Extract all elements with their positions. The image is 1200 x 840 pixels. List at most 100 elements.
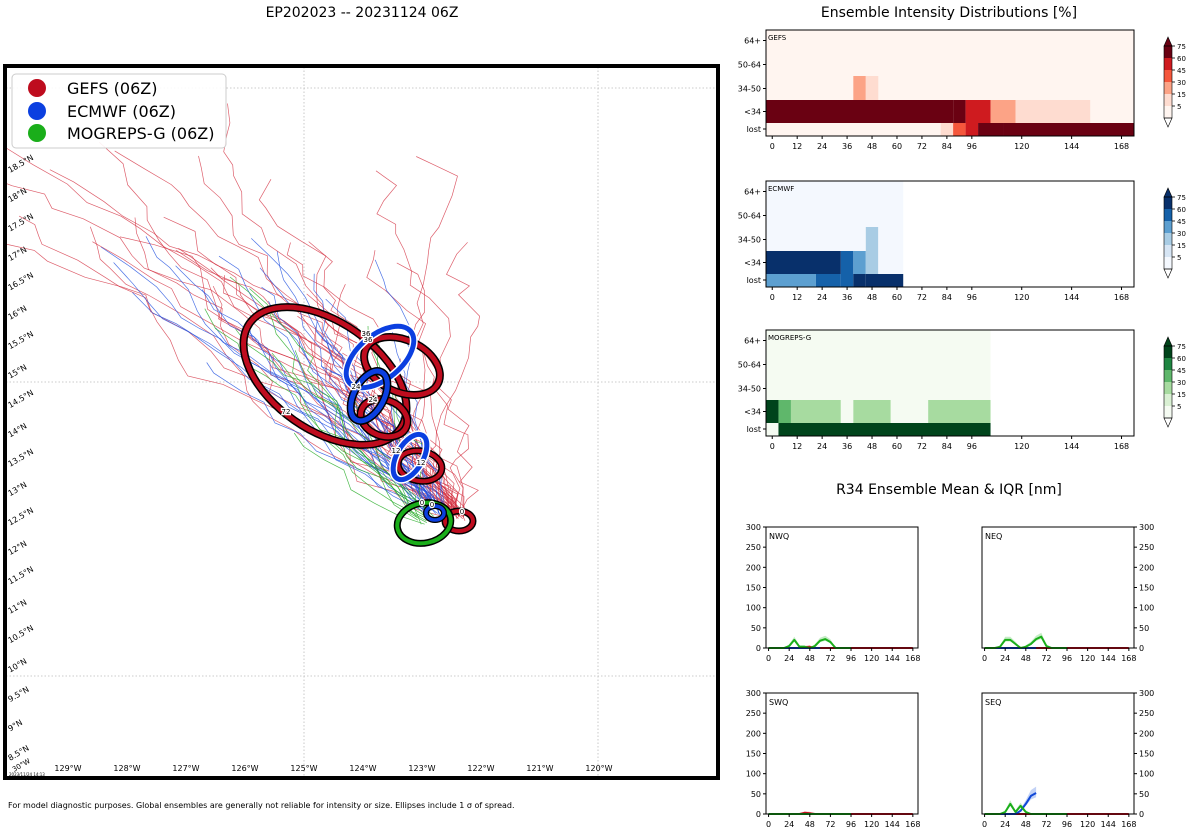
y-tick-label: 250 <box>1139 543 1154 552</box>
r34-panel-nwq[interactable]: NWQ 300 250 200 150 100 50 00 24 48 72 96 120 144 168 <box>746 523 921 663</box>
r34-panel-seq[interactable]: SEQ 300 250 200 150 100 50 0 0 24 48 72 96 120 144 168 <box>981 689 1154 829</box>
x-tick-label: 84 <box>942 142 952 151</box>
panel-frame <box>981 692 1135 815</box>
heatmap-cell <box>953 123 966 136</box>
colorbar-segment <box>1164 46 1172 58</box>
x-tick-label: 36 <box>842 142 852 151</box>
ellipse-label: 12 <box>392 447 401 455</box>
latitude-label: 9.5°N <box>7 685 31 704</box>
heatmap-cell <box>853 274 866 287</box>
colorbar-tick-label: 45 <box>1177 367 1186 375</box>
ecmwf-ellipse-12h <box>390 431 430 483</box>
x-tick-label: 120 <box>1014 142 1029 151</box>
heatmap-model-label: GEFS <box>768 34 787 42</box>
x-tick-label: 144 <box>1064 442 1079 451</box>
ellipse-label: 24 <box>352 383 361 391</box>
x-tick-label: 48 <box>867 142 877 151</box>
x-tick-label: 144 <box>1064 142 1079 151</box>
heatmap-cell <box>766 181 904 203</box>
ellipse-label: 0 <box>420 499 424 507</box>
track-map[interactable]: 72 36 36 24 24 12 12 0 0 0 GEFS (06Z) EC… <box>0 64 720 780</box>
colorbar-tick-label: 45 <box>1177 218 1186 226</box>
x-tick-label: 24 <box>817 142 827 151</box>
colorbar-segment <box>1164 233 1172 245</box>
x-tick-label: 168 <box>905 820 920 829</box>
heatmap-cell <box>778 423 991 436</box>
heatmap-cell <box>1090 100 1134 123</box>
map-legend[interactable]: GEFS (06Z) ECMWF (06Z) MOGREPS-G (06Z) <box>11 73 227 149</box>
colorbar-tick-label: 30 <box>1177 230 1186 238</box>
ellipse-label: 0 <box>430 501 434 509</box>
x-tick-label: 48 <box>805 820 815 829</box>
latitude-label: 16.5°N <box>7 271 36 293</box>
x-tick-label: 168 <box>1114 293 1129 302</box>
y-tick-label: 200 <box>746 729 761 738</box>
x-tick-label: 24 <box>1000 654 1010 663</box>
heatmap-cell <box>1003 123 1134 136</box>
colorbar-tick-label: 75 <box>1177 194 1186 202</box>
x-tick-label: 24 <box>784 820 794 829</box>
longitude-label: 123°W <box>408 764 435 773</box>
map-gridlines <box>6 67 717 777</box>
heatmap-cell <box>878 251 904 274</box>
x-tick-label: 84 <box>942 442 952 451</box>
footnote: For model diagnostic purposes. Global en… <box>8 801 515 810</box>
quadrant-label: NWQ <box>769 532 789 541</box>
track-line <box>206 362 429 513</box>
y-tick-label: <34 <box>744 259 761 268</box>
quadrant-label: SEQ <box>985 698 1001 707</box>
heatmap-cell <box>790 400 841 423</box>
ensemble-tracks <box>6 103 480 525</box>
x-tick-label: 120 <box>1014 293 1029 302</box>
x-tick-label: 168 <box>1114 142 1129 151</box>
legend-label-ecmwf: ECMWF (06Z) <box>67 102 176 121</box>
r34-panel-swq[interactable]: SWQ 300 250 200 150 100 50 00 24 48 72 96 120 144 168 <box>746 689 921 829</box>
heatmap-mogreps[interactable]: MOGREPS-G 64+ 50-64 34-50 <34 lost 0 12 24 36 48 60… <box>738 329 1186 451</box>
colorbar-segment <box>1164 346 1172 358</box>
heatmap-gefs[interactable]: GEFS 64+ 50-64 34-50 <34 lost 0 12 24 36 48 60 72 84 9… <box>738 29 1186 151</box>
y-tick-label: 150 <box>746 750 761 759</box>
y-tick-label: 50 <box>1139 624 1149 633</box>
latitude-label: 12.5°N <box>7 506 36 528</box>
x-tick-label: 72 <box>825 820 835 829</box>
ellipse-label: 72 <box>282 408 291 416</box>
x-tick-label: 96 <box>846 654 856 663</box>
colorbar-segment <box>1164 94 1172 106</box>
heatmap-cell <box>990 100 1016 123</box>
colorbar-segment <box>1164 82 1172 94</box>
y-tick-label: 150 <box>1139 750 1154 759</box>
longitude-label: 129°W <box>54 764 81 773</box>
track-line <box>235 328 428 519</box>
x-tick-label: 144 <box>885 820 900 829</box>
x-tick-label: 12 <box>792 142 802 151</box>
y-tick-label: 50-64 <box>738 61 761 70</box>
ecmwf-ellipse-24h <box>348 368 390 424</box>
heatmap-model-label: ECMWF <box>768 185 794 193</box>
heatmap-cell <box>965 123 979 136</box>
longitude-label: 128°W <box>113 764 140 773</box>
colorbar-tick-label: 15 <box>1177 242 1186 250</box>
x-tick-label: 96 <box>846 820 856 829</box>
x-tick-label: 168 <box>1121 654 1136 663</box>
heatmap-cell <box>865 251 879 274</box>
spread-ellipses <box>239 303 477 547</box>
x-tick-label: 72 <box>1041 820 1051 829</box>
x-tick-label: 60 <box>892 442 902 451</box>
latitude-label: 10°N <box>7 657 29 675</box>
track-line <box>367 325 427 524</box>
x-tick-label: 0 <box>770 142 775 151</box>
x-tick-label: 96 <box>967 142 977 151</box>
latitude-label: 11°N <box>7 598 29 616</box>
x-tick-label: 96 <box>967 442 977 451</box>
longitude-labels: 129°W 128°W 127°W 126°W 125°W 124°W 123°W 122°W… <box>54 764 612 773</box>
heatmap-ecmwf[interactable]: ECMWF 64+ 50-64 34-50 <34 lost 0 12 24 36 48 60 72 84… <box>738 180 1186 302</box>
r34-panel-neq[interactable]: NEQ 300 250 200 150 100 50 0 0 24 48 72 96 120 144 168 <box>981 523 1154 663</box>
latitude-label: 16°N <box>7 304 29 322</box>
heatmap-cell <box>766 30 1134 52</box>
longitude-label: 126°W <box>231 764 258 773</box>
heatmap-cell <box>840 251 854 274</box>
colorbar-segment <box>1164 370 1172 382</box>
legend-label-mogreps: MOGREPS-G (06Z) <box>67 124 214 143</box>
colorbar-segment <box>1164 394 1172 406</box>
